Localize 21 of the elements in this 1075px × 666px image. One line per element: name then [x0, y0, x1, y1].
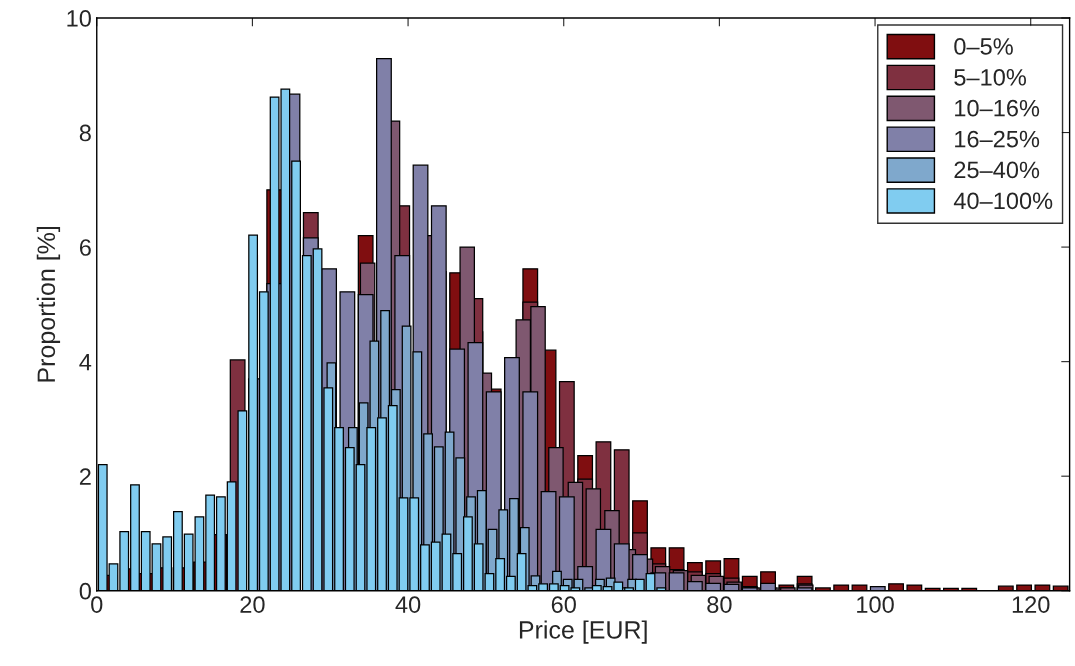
- x-tick-label: 20: [240, 596, 265, 613]
- y-tick-label: 6: [79, 239, 91, 256]
- x-tick-label: 80: [707, 596, 732, 613]
- y-axis-title: Proportion [%]: [36, 226, 61, 382]
- y-tick-label: 2: [79, 468, 91, 485]
- x-tick-label: 120: [1012, 596, 1050, 613]
- legend-label: 0–5%: [954, 38, 1013, 55]
- y-tick-label: 0: [79, 582, 91, 600]
- legend-label: 5–10%: [954, 68, 1026, 86]
- x-tick-label: 40: [395, 596, 421, 613]
- y-tick-label: 8: [79, 124, 91, 142]
- x-tick-label: 60: [551, 596, 576, 613]
- legend-label: 16–25%: [955, 130, 1040, 148]
- legend-label: 10–16%: [955, 99, 1040, 117]
- x-axis-title: Price [EUR]: [519, 620, 647, 644]
- legend-label: 40–100%: [953, 192, 1053, 210]
- y-tick-label: 10: [67, 10, 91, 27]
- x-tick-label: 100: [857, 596, 894, 613]
- y-tick-label: 4: [79, 353, 92, 371]
- x-tick-label: 0: [91, 596, 103, 613]
- legend-label: 25–40%: [954, 161, 1040, 179]
